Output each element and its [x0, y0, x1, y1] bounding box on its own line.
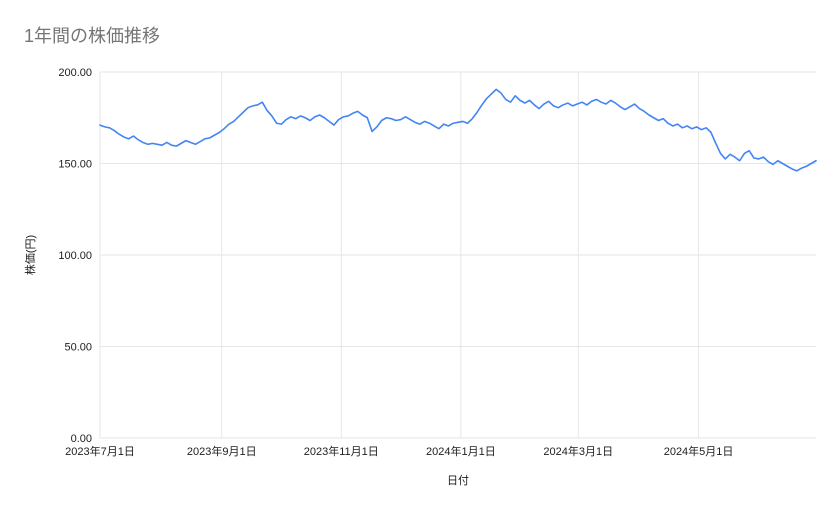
- x-axis-title: 日付: [447, 475, 469, 487]
- x-tick-label: 2023年11月1日: [304, 444, 379, 458]
- chart-title: 1年間の株価推移: [24, 26, 161, 46]
- x-tick-label: 2023年7月1日: [65, 444, 135, 458]
- y-tick-label: 150.00: [58, 159, 92, 171]
- x-tick-label: 2023年9月1日: [187, 444, 257, 458]
- x-tick-label: 2024年1月1日: [426, 444, 496, 458]
- price-line-series: [99, 88, 817, 172]
- x-tick-label: 2024年5月1日: [664, 444, 734, 458]
- y-tick-label: 50.00: [64, 342, 92, 354]
- y-tick-label: 200.00: [58, 67, 92, 79]
- x-tick-label: 2024年3月1日: [543, 444, 613, 458]
- y-tick-label: 100.00: [58, 250, 92, 262]
- y-tick-label: 0.00: [71, 433, 92, 445]
